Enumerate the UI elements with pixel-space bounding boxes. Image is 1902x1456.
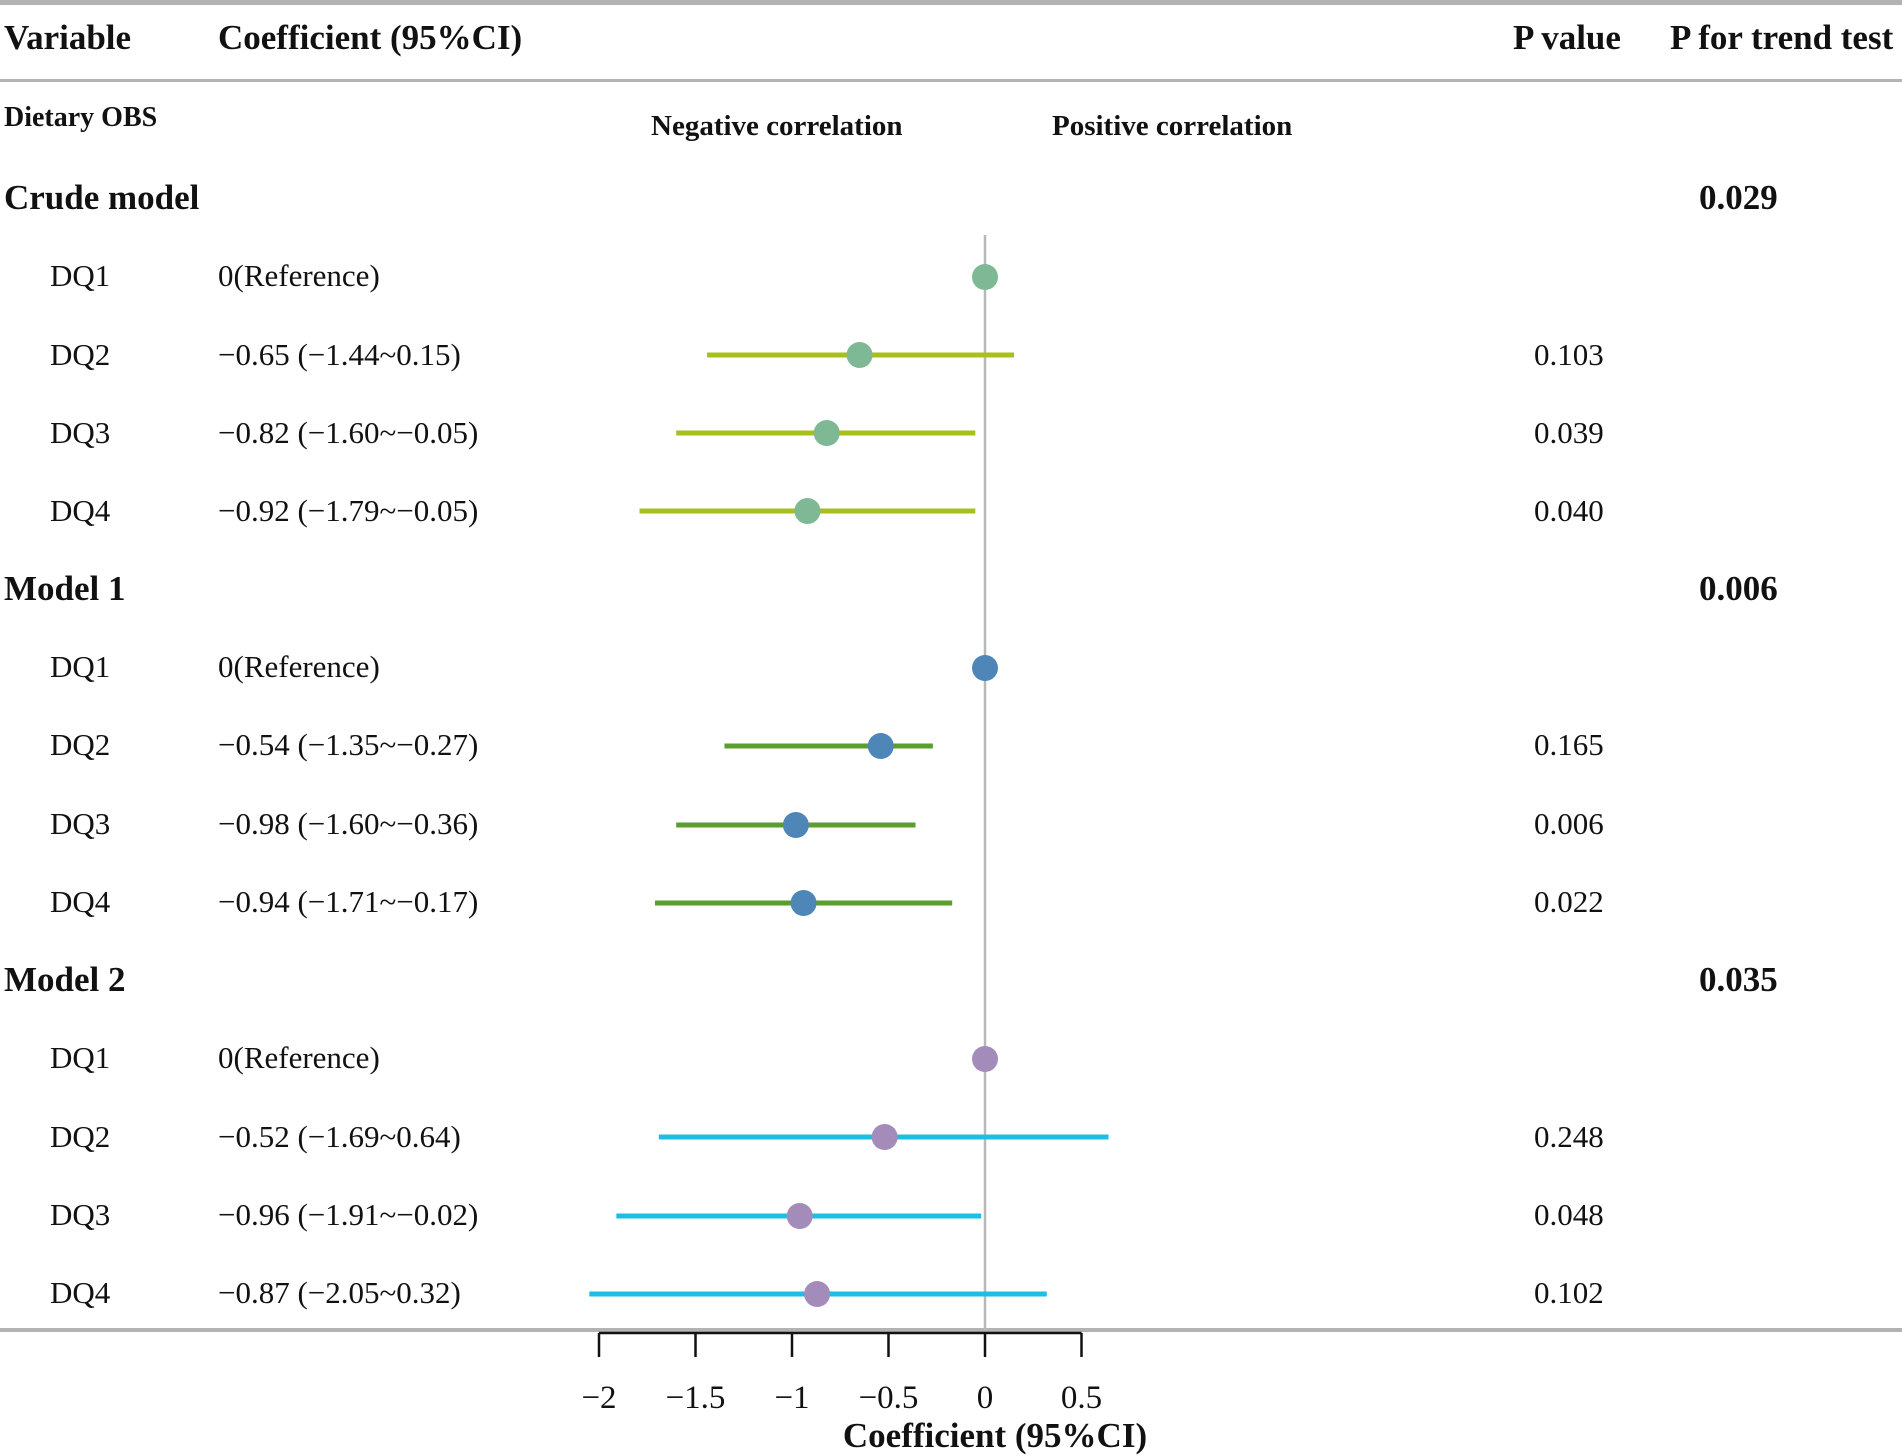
row-var: DQ4	[50, 1275, 111, 1310]
x-tick-label: 0	[977, 1380, 994, 1416]
row-var: DQ3	[50, 1197, 111, 1232]
row-var: DQ1	[50, 1040, 111, 1075]
row-coef: −0.92 (−1.79~−0.05)	[218, 493, 479, 528]
header-variable: Variable	[4, 18, 132, 57]
row-coef: −0.82 (−1.60~−0.05)	[218, 415, 479, 450]
point-estimate	[867, 733, 894, 759]
point-estimate	[972, 655, 998, 681]
x-tick-label: −1	[774, 1380, 809, 1416]
row-p-value: 0.248	[1534, 1119, 1604, 1154]
row-var: DQ1	[50, 258, 111, 293]
row-p-value: 0.040	[1534, 493, 1604, 528]
trend-p-crude: 0.029	[1699, 178, 1778, 217]
point-estimate	[804, 1281, 831, 1307]
row-var: DQ3	[50, 415, 111, 450]
point-estimate	[786, 1203, 813, 1229]
top-rule	[0, 0, 1902, 5]
row-var: DQ3	[50, 806, 111, 841]
group-title-model-2: Model 2	[4, 960, 126, 999]
row-var: DQ2	[50, 727, 111, 762]
dietary-obs-label: Dietary OBS	[4, 102, 158, 133]
point-estimate	[813, 420, 840, 446]
row-var: DQ4	[50, 493, 111, 528]
row-p-value: 0.006	[1534, 806, 1604, 841]
row-coef: −0.87 (−2.05~0.32)	[218, 1275, 461, 1310]
row-coef: 0(Reference)	[218, 258, 380, 293]
group-title-model-1: Model 1	[4, 569, 126, 608]
point-estimate	[782, 812, 809, 838]
point-estimate	[972, 264, 998, 290]
row-var: DQ1	[50, 649, 111, 684]
x-axis-title: Coefficient (95%CI)	[843, 1416, 1147, 1455]
row-p-value: 0.022	[1534, 884, 1604, 919]
row-coef: 0(Reference)	[218, 649, 380, 684]
point-estimate	[972, 1046, 998, 1072]
x-tick-label: −0.5	[859, 1380, 919, 1416]
group-title-crude: Crude model	[4, 178, 200, 217]
header-rule	[0, 79, 1902, 82]
point-estimate	[794, 498, 821, 524]
row-p-value: 0.103	[1534, 337, 1604, 372]
point-estimate	[790, 890, 817, 916]
bottom-rule	[0, 1328, 1902, 1332]
positive-correlation-label: Positive correlation	[1052, 110, 1293, 142]
header-p-trend: P for trend test	[1670, 18, 1894, 57]
point-estimate	[846, 342, 873, 368]
header-coefficient: Coefficient (95%CI)	[218, 18, 523, 57]
header-p-value: P value	[1513, 18, 1621, 57]
row-coef: −0.65 (−1.44~0.15)	[218, 337, 461, 372]
row-var: DQ2	[50, 1119, 111, 1154]
row-coef: −0.94 (−1.71~−0.17)	[218, 884, 479, 919]
x-tick-label: −2	[581, 1380, 616, 1416]
row-p-value: 0.039	[1534, 415, 1604, 450]
x-tick-label: 0.5	[1061, 1380, 1102, 1416]
row-var: DQ4	[50, 884, 111, 919]
row-p-value: 0.165	[1534, 727, 1604, 762]
row-p-value: 0.102	[1534, 1275, 1604, 1310]
point-estimate	[871, 1124, 898, 1150]
negative-correlation-label: Negative correlation	[651, 110, 903, 142]
trend-p-model-2: 0.035	[1699, 960, 1778, 999]
x-tick-label: −1.5	[666, 1380, 726, 1416]
row-coef: −0.54 (−1.35~−0.27)	[218, 727, 479, 762]
row-coef: −0.98 (−1.60~−0.36)	[218, 806, 479, 841]
trend-p-model-1: 0.006	[1699, 569, 1778, 608]
row-var: DQ2	[50, 337, 111, 372]
row-coef: −0.96 (−1.91~−0.02)	[218, 1197, 479, 1232]
row-coef: 0(Reference)	[218, 1040, 380, 1075]
row-p-value: 0.048	[1534, 1197, 1604, 1232]
row-coef: −0.52 (−1.69~0.64)	[218, 1119, 461, 1154]
